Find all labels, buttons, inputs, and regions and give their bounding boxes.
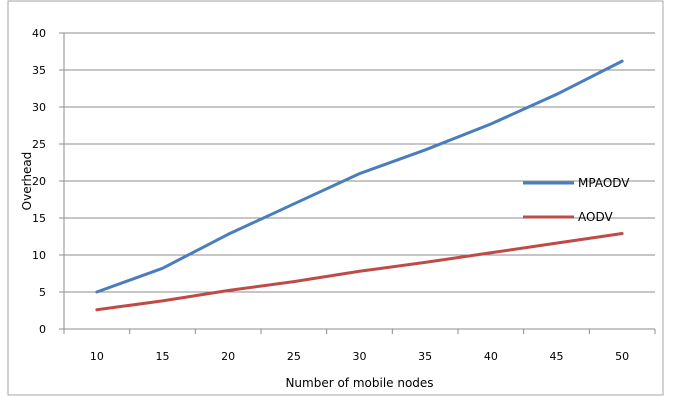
y-tick-label: 35 [32,64,46,77]
y-tick-label: 15 [32,212,46,225]
x-tick-label: 15 [156,350,170,363]
y-tick-label: 5 [39,286,46,299]
series-line-mpaodv [95,59,624,294]
x-tick-label: 50 [615,350,629,363]
x-tick-label: 10 [90,350,104,363]
x-axis-title: Number of mobile nodes [285,376,433,390]
gridlines [64,32,655,293]
y-tick-label: 40 [32,27,46,40]
x-tick-label: 40 [484,350,498,363]
x-tick-label: 30 [353,350,367,363]
y-tick-label: 20 [32,175,46,188]
legend-label: AODV [578,210,613,224]
chart-border [7,0,664,396]
y-axis-title: Overhead [20,152,34,211]
y-tick-label: 30 [32,101,46,114]
axes [59,32,656,334]
y-tick-label: 0 [39,323,46,336]
x-tick-label: 25 [287,350,301,363]
series-lines [95,59,624,312]
x-tick-label: 35 [418,350,432,363]
y-tick-labels: 0 5 10 15 20 25 30 35 40 [32,27,46,336]
y-tick-label: 10 [32,249,46,262]
x-tick-labels: 10 15 20 25 30 35 40 45 50 [90,350,629,363]
legend-label: MPAODV [578,176,630,190]
y-tick-label: 25 [32,138,46,151]
legend: MPAODV AODV [523,176,630,224]
x-tick-label: 45 [550,350,564,363]
x-tick-label: 20 [221,350,235,363]
series-line-aodv [95,232,624,312]
